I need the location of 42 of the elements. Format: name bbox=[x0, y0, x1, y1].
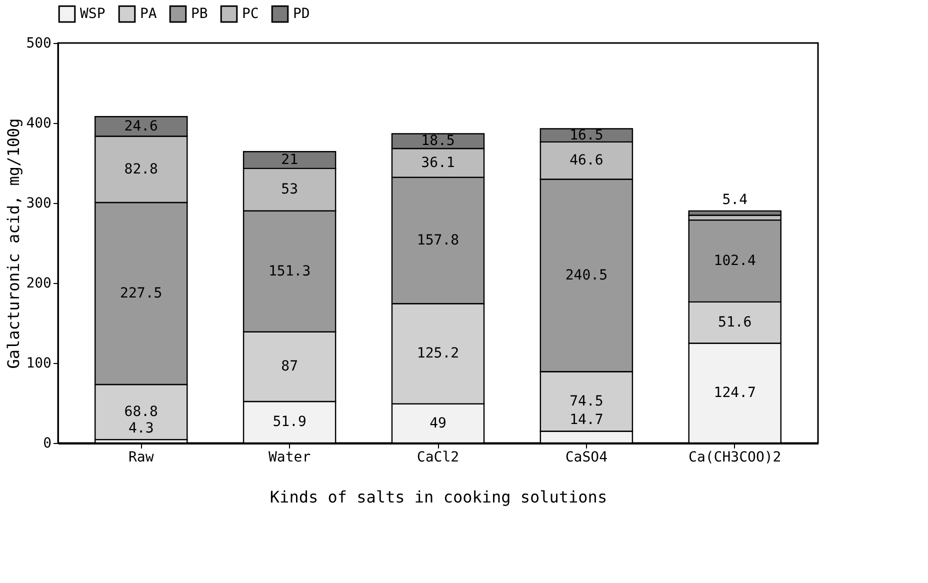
legend-label: WSP bbox=[80, 6, 106, 22]
y-tick-label: 200 bbox=[26, 276, 52, 292]
data-label: 240.5 bbox=[565, 267, 608, 284]
data-label: 4.3 bbox=[128, 420, 154, 437]
x-tick-label: Raw bbox=[128, 450, 154, 466]
y-tick-label: 400 bbox=[26, 116, 52, 132]
y-tick-label: 0 bbox=[43, 436, 52, 452]
legend-label: PA bbox=[140, 6, 158, 22]
data-label: 51.9 bbox=[272, 414, 306, 430]
data-label: 46.6 bbox=[570, 152, 604, 169]
data-label: 227.5 bbox=[120, 286, 162, 302]
data-label: 74.5 bbox=[570, 393, 604, 410]
data-label: 87 bbox=[281, 358, 298, 375]
data-label: 24.6 bbox=[124, 118, 158, 134]
legend-label: PD bbox=[293, 6, 310, 22]
data-label: 5.4 bbox=[722, 192, 748, 208]
x-tick-label: CaCl2 bbox=[416, 450, 460, 466]
data-label: 124.7 bbox=[714, 385, 756, 402]
data-label: 53 bbox=[281, 182, 298, 198]
legend-label: PC bbox=[242, 6, 259, 22]
data-label: 68.8 bbox=[124, 404, 158, 420]
data-label: 21 bbox=[281, 152, 298, 168]
x-axis-title: Kinds of salts in cooking solutions bbox=[270, 488, 608, 506]
data-label: 14.7 bbox=[570, 412, 604, 428]
data-label: 82.8 bbox=[124, 161, 158, 178]
data-label: 51.6 bbox=[718, 314, 752, 331]
data-label: 36.1 bbox=[421, 154, 455, 171]
data-label: 18.5 bbox=[421, 133, 455, 150]
data-label: 151.3 bbox=[268, 263, 311, 280]
legend-label: PB bbox=[191, 6, 208, 22]
x-tick-label: Water bbox=[268, 450, 311, 466]
y-axis-title: Galacturonic acid, mg/100g bbox=[4, 118, 24, 369]
data-label: 125.2 bbox=[416, 346, 460, 362]
data-label: 16.5 bbox=[570, 127, 604, 144]
y-tick-label: 100 bbox=[26, 356, 52, 372]
y-tick-label: 500 bbox=[26, 36, 52, 52]
x-tick-label: Ca(CH3COO)2 bbox=[688, 450, 782, 466]
data-label: 102.4 bbox=[714, 253, 756, 269]
data-label: 157.8 bbox=[416, 232, 460, 249]
x-tick-label: CaSO4 bbox=[565, 450, 608, 466]
y-tick-label: 300 bbox=[26, 196, 52, 212]
data-label: 49 bbox=[430, 415, 446, 432]
